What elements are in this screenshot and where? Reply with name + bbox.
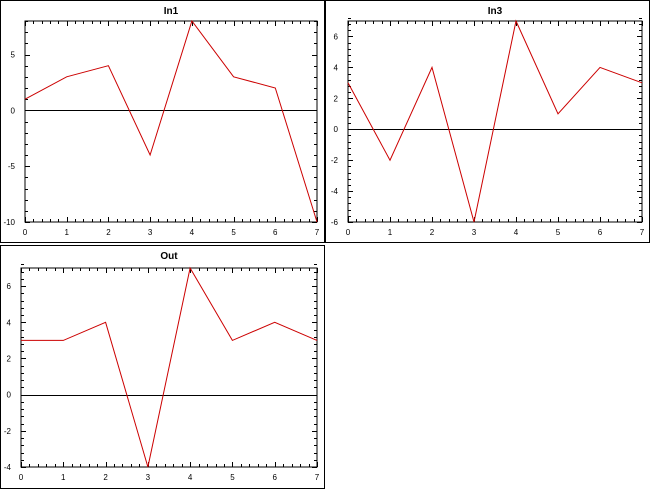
chart-in1: In1 0 1 2 3 4 5 6 7 -10 -5 0 5: [3, 6, 320, 237]
x-tick-label: 2: [430, 228, 435, 237]
x-tick-label: 6: [598, 228, 603, 237]
chart-title: In3: [488, 6, 503, 17]
x-tick-label: 7: [315, 473, 320, 482]
x-tick-label: 6: [272, 473, 277, 482]
x-tick-label: 5: [556, 228, 561, 237]
x-tick-label: 4: [514, 228, 519, 237]
x-tick-label: 0: [346, 228, 351, 237]
plot-frame: [20, 267, 318, 468]
chart-panel-in1: In1 0 1 2 3 4 5 6 7 -10 -5 0 5: [0, 0, 325, 243]
chart-panel-in3: In3 0 1 2 3 4 5 6 7 -6 -4 -2 0 2 4 6: [325, 0, 650, 243]
y-tick-label: -2: [331, 156, 339, 165]
x-tick-label: 0: [23, 228, 28, 237]
y-tick-label: 6: [7, 282, 12, 291]
x-tick-label: 6: [273, 228, 278, 237]
y-tick-label: -4: [4, 463, 12, 472]
y-tick-label: -2: [4, 427, 12, 436]
y-tick-label: -6: [331, 218, 339, 227]
y-tick-label: 6: [334, 32, 339, 41]
plot-frame: [347, 20, 643, 223]
x-tick-label: 7: [315, 228, 320, 237]
x-tick-label: 5: [230, 473, 235, 482]
series-line: [21, 266, 318, 468]
y-tick-label: 4: [334, 63, 339, 72]
y-tick-label: 0: [7, 391, 12, 400]
chart-out: Out 0 1 2 3 4 5 6 7 -4 -2 0 2 4 6: [4, 251, 320, 482]
y-tick-label: 0: [11, 106, 16, 115]
series-line: [347, 19, 643, 223]
x-tick-label: 2: [106, 228, 111, 237]
y-tick-label: 2: [334, 94, 339, 103]
y-tick-label: 0: [334, 125, 339, 134]
x-tick-label: 3: [472, 228, 477, 237]
x-tick-label: 0: [19, 473, 24, 482]
y-tick-label: -5: [8, 162, 16, 171]
x-tick-label: 3: [148, 228, 153, 237]
plot-frame: [24, 20, 318, 223]
chart-title: In1: [164, 6, 179, 17]
x-tick-label: 4: [188, 473, 193, 482]
y-tick-label: 2: [7, 354, 12, 363]
chart-in3: In3 0 1 2 3 4 5 6 7 -6 -4 -2 0 2 4 6: [331, 6, 645, 237]
x-tick-label: 1: [388, 228, 393, 237]
y-tick-label: -4: [331, 187, 339, 196]
x-tick-label: 4: [190, 228, 195, 237]
y-tick-label: -10: [3, 218, 15, 227]
x-tick-label: 1: [64, 228, 69, 237]
x-tick-label: 2: [103, 473, 108, 482]
x-tick-label: 5: [231, 228, 236, 237]
x-tick-label: 3: [146, 473, 151, 482]
chart-title: Out: [160, 251, 178, 262]
y-tick-label: 5: [11, 51, 16, 60]
chart-panel-out: Out 0 1 2 3 4 5 6 7 -4 -2 0 2 4 6: [0, 245, 325, 489]
series-line: [24, 19, 318, 223]
y-tick-label: 4: [7, 318, 12, 327]
x-tick-label: 7: [640, 228, 645, 237]
x-tick-label: 1: [61, 473, 66, 482]
